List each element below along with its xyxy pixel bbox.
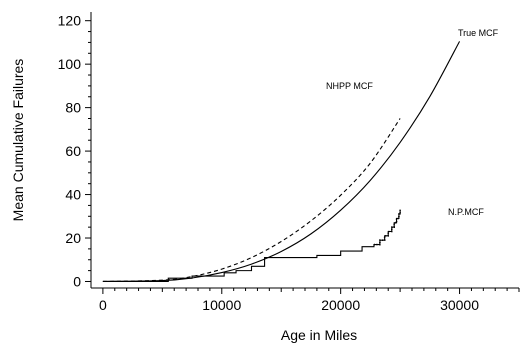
series-label: NHPP MCF: [326, 81, 373, 91]
y-tick-label: 20: [65, 230, 81, 246]
x-tick-label: 10000: [202, 297, 241, 313]
chart-axes: [85, 12, 520, 294]
series-line-np-mcf: [102, 209, 401, 283]
series-label: N.P.MCF: [448, 207, 484, 217]
series-label: True MCF: [458, 28, 499, 38]
x-tick-label: 20000: [321, 297, 360, 313]
y-tick-label: 0: [73, 273, 81, 289]
x-axis-title: Age in Miles: [281, 327, 357, 343]
labels-layer: 0 20 40 60 80 100 120 0 10000 20000 30000 Age in Mi…: [10, 13, 499, 343]
series-layer: [102, 41, 461, 283]
x-tick-label: 0: [99, 297, 107, 313]
x-tick-label: 30000: [440, 297, 479, 313]
series-tail-np-mcf: [373, 209, 401, 246]
series-line-true-mcf: [102, 41, 461, 283]
y-tick-label: 60: [65, 143, 81, 159]
y-tick-label: 100: [58, 56, 82, 72]
y-axis-title: Mean Cumulative Failures: [10, 59, 26, 222]
y-tick-label: 40: [65, 187, 81, 203]
y-tick-label: 80: [65, 100, 81, 116]
series-line-nhpp-mcf: [102, 118, 401, 283]
y-tick-label: 120: [58, 13, 82, 29]
